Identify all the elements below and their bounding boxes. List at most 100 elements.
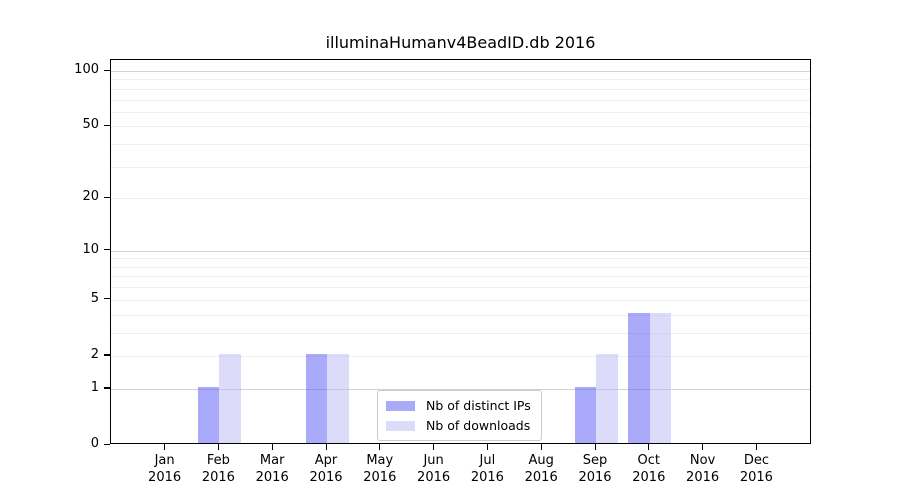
bar-oct-downloads xyxy=(649,312,672,443)
month-label: Jan xyxy=(154,453,175,468)
x-axis-tick xyxy=(486,444,489,450)
bar-sep-ips xyxy=(574,386,596,443)
plot-area: Nb of distinct IPs Nb of downloads xyxy=(110,59,811,444)
y-axis-tick xyxy=(104,196,110,198)
x-axis-tick xyxy=(594,444,596,450)
bar-feb-ips xyxy=(197,386,220,443)
minor-gridline xyxy=(111,111,810,113)
legend-item: Nb of distinct IPs xyxy=(386,397,531,414)
minor-gridline xyxy=(111,276,810,278)
x-axis-tick-label: Sep 2016 xyxy=(555,452,635,486)
legend-label: Nb of distinct IPs xyxy=(426,398,531,413)
x-axis-tick xyxy=(379,444,381,450)
month-label: Apr xyxy=(314,453,338,468)
minor-gridline xyxy=(111,166,810,168)
x-axis-tick-label: Apr 2016 xyxy=(286,452,366,486)
month-label: Feb xyxy=(206,453,230,468)
x-axis-tick xyxy=(755,444,758,450)
x-axis-tick xyxy=(271,444,273,450)
month-label: Nov xyxy=(689,453,716,468)
bar-sep-downloads xyxy=(596,353,618,443)
year-label: 2016 xyxy=(739,470,773,485)
minor-gridline xyxy=(111,287,810,289)
y-axis-tick-label: 20 xyxy=(82,189,99,205)
minor-gridline xyxy=(111,88,810,90)
month-label: Dec xyxy=(743,453,769,468)
year-label: 2016 xyxy=(309,470,343,485)
y-axis-tick xyxy=(104,124,110,127)
month-label: Aug xyxy=(528,453,554,468)
minor-gridline xyxy=(111,198,810,200)
x-axis-tick xyxy=(164,444,166,450)
year-label: 2016 xyxy=(686,470,720,485)
y-axis-tick xyxy=(104,249,110,251)
minor-gridline xyxy=(111,79,810,81)
bar-apr-ips xyxy=(305,353,327,443)
legend-label: Nb of downloads xyxy=(426,418,531,433)
legend-swatch-icon xyxy=(386,400,415,411)
x-axis-tick-label: Aug 2016 xyxy=(501,452,581,486)
minor-gridline xyxy=(111,314,810,316)
chart-title: illuminaHumanv4BeadID.db 2016 xyxy=(325,33,596,52)
x-axis-tick xyxy=(325,444,327,450)
y-axis-tick xyxy=(104,387,110,389)
y-axis-tick xyxy=(104,354,110,356)
minor-gridline xyxy=(111,258,810,260)
year-label: 2016 xyxy=(470,470,504,485)
minor-gridline xyxy=(111,144,810,146)
x-axis-tick-label: Jun 2016 xyxy=(394,452,474,486)
x-axis-tick-label: Feb 2016 xyxy=(178,452,258,486)
x-axis-tick-label: May 2016 xyxy=(340,452,420,486)
month-label: Mar xyxy=(259,453,285,468)
minor-gridline xyxy=(111,332,810,334)
month-label: May xyxy=(366,453,394,468)
y-axis-tick-label: 100 xyxy=(74,62,99,77)
y-axis-tick-label: 0 xyxy=(90,436,99,451)
x-axis-tick xyxy=(702,444,704,450)
legend-item: Nb of downloads xyxy=(386,417,531,434)
y-axis-tick xyxy=(104,443,110,445)
y-axis-tick xyxy=(104,69,110,71)
minor-gridline xyxy=(111,126,810,128)
minor-gridline xyxy=(111,299,810,301)
year-label: 2016 xyxy=(417,470,451,485)
minor-gridline xyxy=(111,355,810,357)
year-label: 2016 xyxy=(632,470,666,485)
y-axis-tick-label: 5 xyxy=(90,290,99,306)
month-label: Jul xyxy=(479,453,496,468)
year-label: 2016 xyxy=(255,470,289,485)
bar-apr-downloads xyxy=(327,353,349,443)
x-axis-tick-label: Jul 2016 xyxy=(447,452,527,486)
year-label: 2016 xyxy=(524,470,558,485)
y-axis-tick-label: 10 xyxy=(82,241,99,257)
month-label: Sep xyxy=(582,453,608,468)
x-axis-tick xyxy=(217,444,220,450)
bar-feb-downloads xyxy=(219,353,241,443)
y-axis-tick-label: 2 xyxy=(90,346,99,362)
year-label: 2016 xyxy=(578,470,612,485)
year-label: 2016 xyxy=(148,470,182,485)
x-axis-tick-label: Dec 2016 xyxy=(716,452,796,486)
major-gridline xyxy=(111,388,810,390)
bar-oct-ips xyxy=(628,312,650,443)
major-gridline xyxy=(111,71,810,72)
minor-gridline xyxy=(111,99,810,101)
y-axis-tick-label: 1 xyxy=(90,379,99,395)
y-axis-tick-label: 50 xyxy=(82,117,99,133)
minor-gridline xyxy=(111,266,810,268)
x-axis-tick xyxy=(540,444,542,450)
legend-swatch-icon xyxy=(386,420,415,431)
month-label: Oct xyxy=(637,453,661,468)
major-gridline xyxy=(111,250,810,252)
x-axis-tick-label: Jan 2016 xyxy=(125,452,205,486)
year-label: 2016 xyxy=(201,470,235,485)
x-axis-tick-label: Oct 2016 xyxy=(609,452,689,486)
y-axis-tick xyxy=(104,298,110,300)
year-label: 2016 xyxy=(363,470,397,485)
legend: Nb of distinct IPs Nb of downloads xyxy=(377,390,542,441)
month-label: Jun xyxy=(423,453,444,468)
x-axis-tick-label: Mar 2016 xyxy=(232,452,312,486)
x-axis-tick xyxy=(648,444,650,450)
x-axis-tick-label: Nov 2016 xyxy=(663,452,743,486)
